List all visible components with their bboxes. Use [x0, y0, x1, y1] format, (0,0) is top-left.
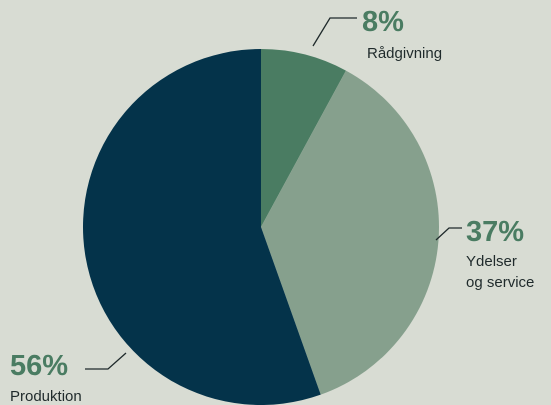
annotation-produktion: 56% Produktion: [10, 350, 127, 405]
slice-label-category: Ydelser: [466, 253, 517, 270]
annotation-radgivning: 8% Rådgivning: [312, 6, 442, 62]
slice-label-percent: 8%: [362, 6, 404, 38]
pie-slices: [83, 49, 439, 405]
leader-line: [85, 352, 127, 370]
leader-line: [312, 17, 357, 47]
slice-produktion: [83, 49, 321, 405]
slice-label-category: Rådgivning: [367, 45, 442, 62]
slice-label-percent: 37%: [466, 216, 524, 248]
slice-ydelser-og-service: [261, 70, 439, 395]
annotation-ydelser-og-service: 37% Ydelser og service: [435, 216, 534, 291]
slice-label-percent: 56%: [10, 350, 68, 382]
slice-label-category-line-2: og service: [466, 274, 534, 291]
slice-radgivning: [261, 49, 346, 227]
leader-line: [435, 227, 462, 241]
slice-label-category: Produktion: [10, 388, 82, 405]
